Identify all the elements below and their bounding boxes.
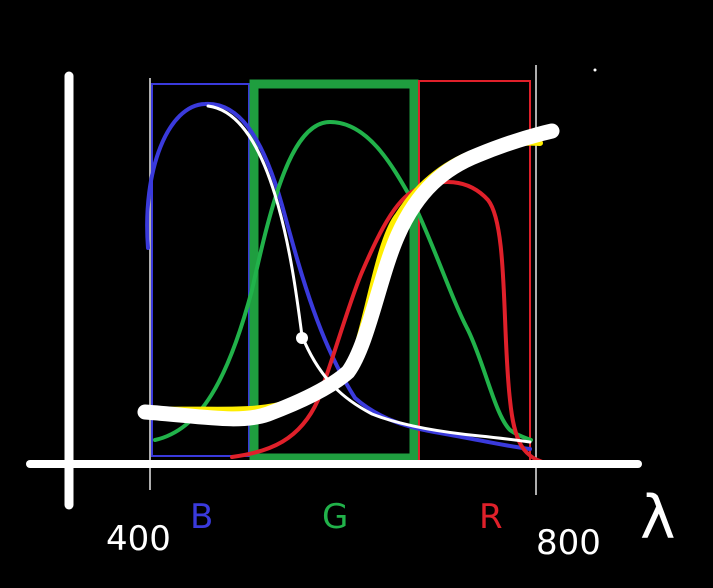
white-dot [296,332,308,344]
band-label-green: G [322,497,349,537]
green-band-box [249,79,419,463]
x-label-800: 800 [536,523,601,563]
x-label-400: 400 [106,519,171,559]
luminance-curve [137,123,560,427]
lambda-axis-label: λ [640,483,676,553]
blue-sensitivity-curve [145,101,532,451]
band-label-red: R [479,497,503,537]
blue-band-box [151,83,250,457]
white-descending-stroke [206,104,532,444]
band-label-blue: B [190,497,214,537]
green-sensitivity-curve [153,119,533,442]
stray-dot [593,68,597,72]
